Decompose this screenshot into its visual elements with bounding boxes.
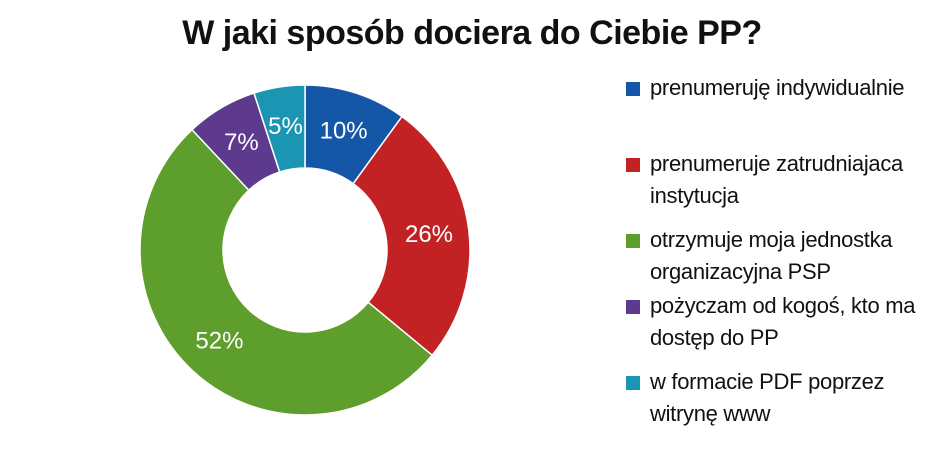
legend-label: otrzymuje moja jednostka organizacyjna P…: [650, 227, 893, 284]
legend-label: pożyczam od kogoś, kto ma dostęp do PP: [650, 293, 916, 350]
slice-label-jednostka: 52%: [195, 328, 243, 355]
legend-swatch: [626, 82, 640, 96]
legend-swatch: [626, 300, 640, 314]
slice-label-pozyczam: 7%: [224, 129, 259, 156]
slice-label-pdf: 5%: [268, 113, 303, 140]
legend-swatch: [626, 376, 640, 390]
chart-title: W jaki sposób dociera do Ciebie PP?: [182, 14, 762, 52]
legend-swatch: [626, 158, 640, 172]
slice-instytucja: [352, 115, 471, 357]
slice-label-instytucja: 26%: [405, 221, 453, 248]
slice-jednostka: [139, 128, 434, 416]
donut-chart: 10% 26% 52% 7% 5%: [139, 84, 471, 416]
slice-pdf: [253, 84, 306, 173]
legend-swatch: [626, 234, 640, 248]
legend-label: w formacie PDF poprzez witrynę www: [650, 369, 885, 426]
legend-label: prenumeruje zatrudniajaca instytucja: [650, 151, 903, 208]
legend-label: prenumeruję indywidualnie: [650, 75, 905, 100]
slice-label-indywidualnie: 10%: [320, 118, 368, 145]
